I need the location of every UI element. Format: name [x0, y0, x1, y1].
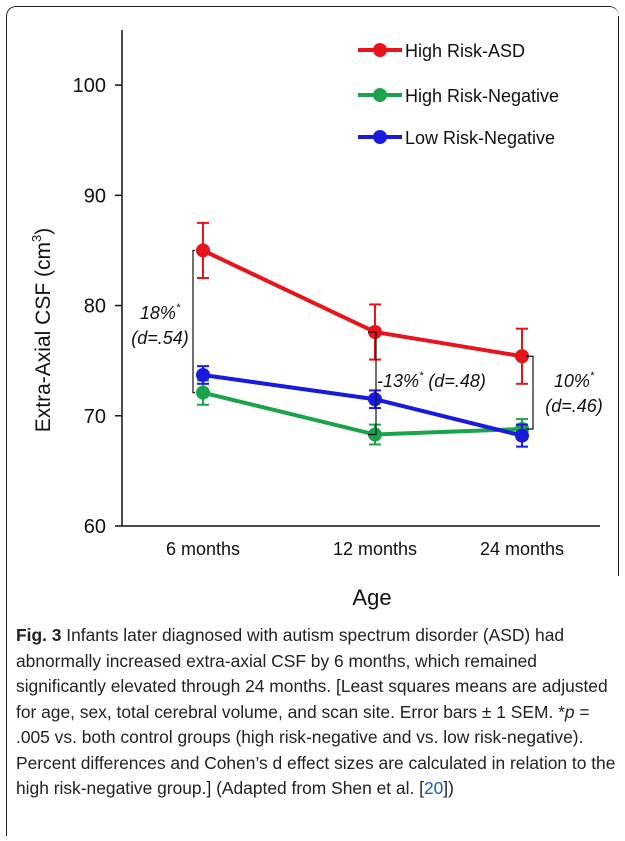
bracket-24-months: [526, 355, 534, 430]
annotation-6-months: 18%* (d=.54): [131, 302, 189, 348]
y-axis-label-close: ): [32, 228, 55, 235]
reference-link[interactable]: 20: [423, 778, 444, 798]
legend-label: Low Risk-Negative: [405, 128, 555, 148]
legend-swatch-marker: [373, 130, 387, 144]
annotation-percent: -13%* (d=.48): [377, 370, 486, 391]
annotation-percent: 10%*: [554, 370, 595, 391]
data-point: [196, 367, 210, 382]
chart-annotations: 18%* (d=.54) -13%* (d=.48) 10%* (d=.46): [131, 249, 603, 436]
bracket-6-months: [192, 249, 195, 394]
series-high-risk-asd: [196, 221, 529, 385]
x-tick-label: 24 months: [480, 539, 564, 559]
data-point: [196, 385, 210, 400]
y-tick-label: 60: [84, 516, 106, 538]
caption-text-1: Infants later diagnosed with autism spec…: [16, 625, 608, 722]
chart-legend: High Risk-ASD High Risk-Negative Low Risk-…: [358, 41, 559, 148]
figure-frame-right: [618, 16, 619, 576]
legend-label: High Risk-ASD: [405, 41, 525, 61]
y-tick-label: 100: [73, 75, 106, 97]
caption-figure-label: Fig. 3: [16, 625, 62, 645]
figure-frame: [6, 6, 619, 836]
legend-item: Low Risk-Negative: [358, 128, 555, 148]
annotation-effect-size: (d=.46): [545, 396, 603, 416]
figure-caption: Fig. 3 Infants later diagnosed with auti…: [16, 623, 616, 802]
series-line: [202, 248, 523, 359]
annotation-percent: 18%*: [140, 302, 181, 323]
data-point: [196, 243, 210, 258]
annotation-24-months: 10%* (d=.46): [545, 370, 603, 416]
annotation-12-months: -13%* (d=.48): [377, 370, 486, 391]
caption-text-2: = .005 vs. both control groups (high ris…: [16, 701, 616, 799]
legend-label: High Risk-Negative: [405, 86, 559, 106]
y-tick-label: 70: [84, 406, 106, 428]
chart-axes: 60 70 80 90 100 6 months 12 months 24 months: [73, 30, 600, 559]
series-low-risk-negative: [196, 365, 529, 448]
x-tick-label: 12 months: [333, 539, 417, 559]
legend-item: High Risk-ASD: [358, 41, 525, 61]
legend-item: High Risk-Negative: [358, 86, 559, 106]
legend-swatch-marker: [373, 43, 387, 57]
data-point: [368, 392, 382, 407]
chart-series: [196, 221, 529, 448]
y-tick-label: 80: [84, 296, 106, 318]
caption-p-symbol: p: [564, 701, 575, 722]
y-tick-label: 90: [84, 185, 106, 207]
annotation-effect-size: (d=.54): [131, 328, 189, 348]
data-point: [515, 428, 529, 443]
data-point: [515, 349, 529, 364]
legend-swatch-marker: [373, 88, 387, 102]
x-axis-label: Age: [352, 585, 391, 610]
y-axis-label-superscript: 3: [29, 235, 44, 242]
bracket-12-months: [368, 331, 377, 436]
caption-text-3: ]): [443, 778, 454, 798]
line-chart: 60 70 80 90 100 6 months 12 months 24 months 18…: [29, 30, 603, 610]
x-tick-label: 6 months: [166, 539, 240, 559]
y-axis-label: Extra-Axial CSF (cm3): [29, 228, 55, 432]
